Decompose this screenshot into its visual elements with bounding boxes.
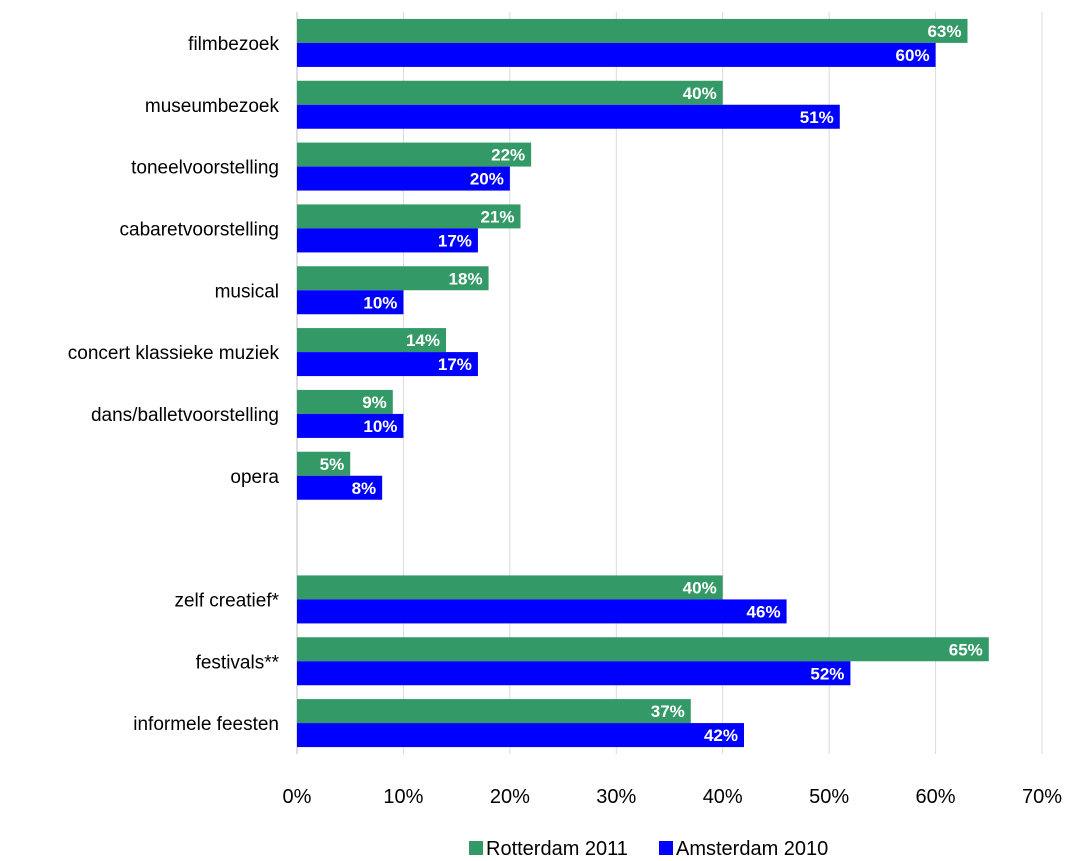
category-label: filmbezoek <box>188 34 279 55</box>
data-label: 46% <box>747 602 781 621</box>
bar <box>297 228 478 253</box>
data-label: 40% <box>683 578 717 597</box>
bar <box>297 166 510 191</box>
category-label: cabaretvoorstelling <box>120 219 279 240</box>
data-label: 21% <box>480 207 514 226</box>
category-label: zelf creatief* <box>174 590 279 611</box>
category-label: concert klassieke muziek <box>68 343 280 364</box>
category-label: opera <box>230 467 279 488</box>
data-label: 40% <box>683 84 717 103</box>
x-tick-label: 50% <box>809 786 849 808</box>
bar <box>297 451 351 476</box>
data-label: 10% <box>363 293 397 312</box>
gridlines <box>296 12 1043 754</box>
data-label: 22% <box>491 146 525 165</box>
x-tick-label: 0% <box>283 786 312 808</box>
bar <box>297 80 723 105</box>
legend-item: Rotterdam 2011 <box>469 838 628 860</box>
bar <box>297 18 968 43</box>
bar <box>297 389 393 414</box>
x-tick-label: 60% <box>916 786 956 808</box>
category-label: festivals** <box>196 652 280 673</box>
data-label: 9% <box>362 393 387 412</box>
data-label: 14% <box>406 331 440 350</box>
category-label: toneelvoorstelling <box>131 158 279 179</box>
bar <box>297 42 936 67</box>
bars: 63% 60% 40% 51% 22% 20% 21% 17% 18% 10% 14% 17% 9% 10… <box>297 18 989 748</box>
x-axis-ticks: 0% 10% 20% 30% 40% 50% 60% 70% <box>283 786 1063 808</box>
data-label: 37% <box>651 702 685 721</box>
legend-label: Rotterdam 2011 <box>486 838 628 860</box>
x-tick-label: 70% <box>1022 786 1062 808</box>
x-tick-label: 30% <box>596 786 636 808</box>
legend-item: Amsterdam 2010 <box>659 838 828 860</box>
bar <box>297 204 521 229</box>
bar <box>297 352 478 377</box>
bar <box>297 104 840 129</box>
bar <box>297 142 532 167</box>
bar <box>297 575 723 600</box>
bar <box>297 328 446 353</box>
bar <box>297 475 383 500</box>
data-label: 20% <box>470 170 504 189</box>
data-label: 17% <box>438 231 472 250</box>
data-label: 8% <box>352 479 377 498</box>
bar <box>297 413 404 438</box>
legend: Rotterdam 2011 Amsterdam 2010 <box>469 838 828 860</box>
category-label: musical <box>215 281 279 302</box>
bar <box>297 661 851 686</box>
data-label: 17% <box>438 355 472 374</box>
data-label: 60% <box>896 46 930 65</box>
bar <box>297 699 691 724</box>
data-label: 63% <box>927 22 961 41</box>
bar <box>297 723 744 748</box>
x-tick-label: 10% <box>383 786 423 808</box>
category-labels: filmbezoek museumbezoek toneelvoorstelling… <box>68 34 280 735</box>
data-label: 18% <box>449 269 483 288</box>
data-label: 52% <box>810 664 844 683</box>
data-label: 10% <box>363 417 397 436</box>
bar <box>297 637 989 662</box>
legend-label: Amsterdam 2010 <box>676 838 828 860</box>
legend-swatch <box>659 841 673 855</box>
category-label: dans/balletvoorstelling <box>91 405 279 426</box>
bar <box>297 290 404 315</box>
x-tick-label: 20% <box>490 786 530 808</box>
x-tick-label: 40% <box>703 786 743 808</box>
data-label: 42% <box>704 726 738 745</box>
data-label: 5% <box>320 455 345 474</box>
category-label: museumbezoek <box>145 96 280 117</box>
bar <box>297 599 787 624</box>
data-label: 65% <box>949 640 983 659</box>
legend-swatch <box>469 841 483 855</box>
bar <box>297 266 489 291</box>
category-label: informele feesten <box>133 714 279 735</box>
data-label: 51% <box>800 108 834 127</box>
